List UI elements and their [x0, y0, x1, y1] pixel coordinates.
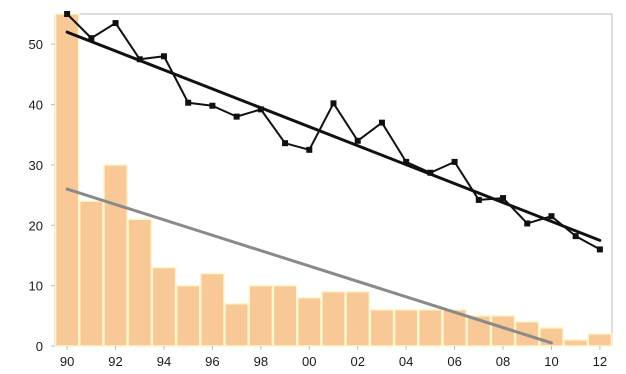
line-point — [403, 158, 410, 165]
bar — [151, 266, 177, 347]
bar — [466, 315, 492, 347]
line-point — [112, 20, 119, 27]
line-point — [64, 11, 71, 17]
line-point — [572, 233, 579, 240]
x-tick-label: 90 — [60, 354, 74, 369]
line-point — [160, 53, 167, 60]
bar — [369, 309, 395, 347]
x-tick-label: 06 — [447, 354, 461, 369]
line-point — [257, 106, 264, 113]
bar — [54, 13, 80, 347]
x-tick-label: 12 — [593, 354, 607, 369]
bar — [103, 164, 128, 347]
x-tick-label: 92 — [108, 354, 122, 369]
bar — [78, 200, 104, 347]
line-point — [88, 35, 95, 42]
line-point — [500, 195, 507, 202]
x-tick-label: 00 — [302, 354, 316, 369]
bar — [272, 284, 298, 347]
bar — [248, 284, 274, 347]
y-tick-label: 30 — [29, 158, 43, 173]
bar — [345, 290, 371, 347]
line-point — [451, 158, 458, 165]
bar — [127, 218, 153, 347]
x-tick-label: 94 — [157, 354, 171, 369]
x-tick-label: 96 — [205, 354, 219, 369]
y-tick-label: 0 — [36, 339, 43, 354]
line-point — [233, 113, 240, 120]
line-point — [185, 99, 192, 106]
bar — [563, 339, 589, 347]
bar-trend — [65, 187, 553, 345]
bar — [200, 272, 225, 347]
x-tick-label: 02 — [350, 354, 364, 369]
line-point — [136, 56, 143, 63]
line-point — [354, 137, 361, 144]
line-point — [524, 220, 531, 227]
bar — [224, 302, 249, 347]
line-point — [378, 119, 385, 126]
y-tick-label: 10 — [29, 279, 43, 294]
bar — [175, 284, 201, 347]
bar — [393, 309, 419, 347]
bar — [296, 296, 322, 347]
line-point — [282, 140, 289, 147]
line-trend — [65, 30, 602, 242]
bar — [321, 290, 346, 347]
line-point — [330, 100, 337, 107]
x-tick-label: 10 — [544, 354, 558, 369]
x-tick-label: 08 — [496, 354, 510, 369]
line-point — [475, 196, 482, 203]
bar — [587, 333, 613, 347]
y-tick-label: 20 — [29, 218, 43, 233]
line-point — [427, 169, 434, 176]
line-point — [548, 213, 555, 220]
x-tick-label: 98 — [254, 354, 268, 369]
line-point — [306, 146, 313, 153]
y-tick-label: 40 — [29, 98, 43, 113]
y-tick-label: 50 — [29, 37, 43, 52]
x-tick-label: 04 — [399, 354, 413, 369]
bar — [418, 309, 443, 347]
line-point — [209, 102, 216, 109]
line-point — [596, 246, 603, 253]
